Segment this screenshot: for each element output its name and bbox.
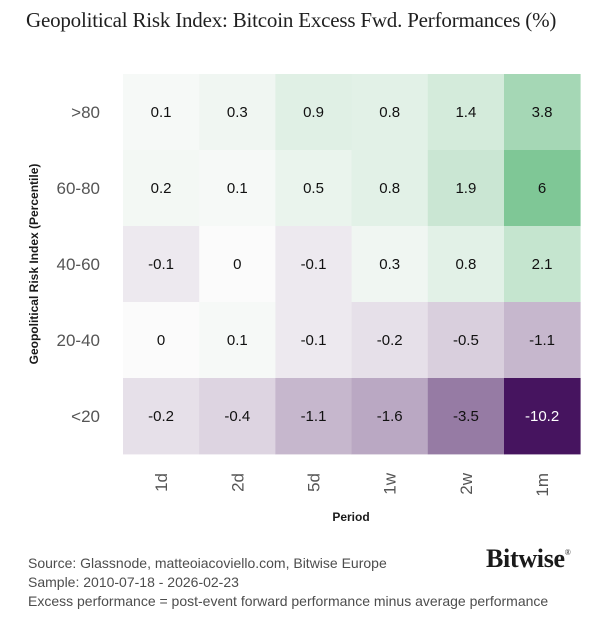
- heatmap-cell: [427, 378, 505, 455]
- excess-definition-note: Excess performance = post-event forward …: [28, 593, 549, 609]
- bitwise-logo: Bitwise®: [486, 544, 571, 574]
- heatmap-chart: 0.1 0.3 0.9 0.8 1.4 3.8 0.2 0.1 0.5 0.8 1.9 6 -0.1 0 -…: [27, 74, 581, 524]
- cell-value-label: 1.4: [455, 104, 476, 121]
- y-tick-label: <20: [71, 407, 100, 426]
- heatmap-cell: [199, 150, 276, 227]
- cell-value-label: 0.3: [227, 104, 248, 121]
- heatmap-cell: [504, 150, 581, 227]
- cell-value-label: -0.4: [224, 408, 250, 425]
- heatmap-cell: [504, 74, 581, 151]
- cell-value-label: -1.1: [301, 408, 327, 425]
- heatmap-cell-labels: 0.1 0.3 0.9 0.8 1.4 3.8 0.2 0.1 0.5 0.8 1.9 6 -0.1 0 -…: [148, 104, 559, 425]
- heatmap-cell: [123, 150, 200, 227]
- x-axis-title: Period: [332, 510, 369, 524]
- x-tick-label: 1m: [533, 473, 552, 497]
- y-tick-label: >80: [71, 103, 100, 122]
- heatmap-cell: [275, 150, 352, 227]
- y-tick-label: 20-40: [57, 331, 100, 350]
- y-axis-title: Geopolitical Risk Index (Percentile): [27, 164, 41, 365]
- brand-name: Bitwise: [486, 544, 565, 573]
- heatmap-cell: [504, 302, 581, 379]
- y-tick-label: 60-80: [57, 179, 100, 198]
- heatmap-cells: [123, 74, 581, 455]
- cell-value-label: 0.1: [227, 180, 248, 197]
- cell-value-label: 0.2: [151, 180, 172, 197]
- cell-value-label: -0.1: [148, 256, 174, 273]
- x-axis-ticks: 1d 2d 5d 1w 2w 1m: [152, 472, 552, 496]
- cell-value-label: -0.2: [148, 408, 174, 425]
- cell-value-label: 1.9: [455, 180, 476, 197]
- cell-value-label: -3.5: [453, 408, 479, 425]
- heatmap-cell: [123, 226, 200, 303]
- cell-value-label: -0.1: [301, 332, 327, 349]
- heatmap-cell: [275, 378, 352, 455]
- heatmap-cell: [504, 378, 581, 455]
- y-tick-label: 40-60: [57, 255, 100, 274]
- source-note: Source: Glassnode, matteoiacoviello.com,…: [28, 555, 387, 571]
- cell-value-label: -0.5: [453, 332, 479, 349]
- heatmap-cell: [199, 378, 276, 455]
- heatmap-cell: [199, 302, 276, 379]
- x-tick-label: 2w: [457, 472, 476, 494]
- cell-value-label: 0.1: [227, 332, 248, 349]
- cell-value-label: 0.1: [151, 104, 172, 121]
- cell-value-label: 3.8: [532, 104, 553, 121]
- x-tick-label: 5d: [305, 473, 324, 492]
- cell-value-label: 6: [538, 180, 546, 197]
- heatmap-cell: [504, 226, 581, 303]
- heatmap-cell: [427, 150, 505, 227]
- heatmap-cell: [123, 74, 200, 151]
- chart-title: Geopolitical Risk Index: Bitcoin Excess …: [26, 8, 557, 32]
- heatmap-cell: [275, 226, 352, 303]
- cell-value-label: 0.8: [455, 256, 476, 273]
- heatmap-cell: [427, 74, 505, 151]
- heatmap-cell: [351, 74, 429, 151]
- heatmap-cell: [123, 378, 200, 455]
- x-tick-label: 1w: [381, 472, 400, 494]
- cell-value-label: 0.5: [303, 180, 324, 197]
- cell-value-label: 0: [157, 332, 165, 349]
- heatmap-cell: [275, 74, 352, 151]
- heatmap-cell: [199, 226, 276, 303]
- cell-value-label: 0.8: [379, 180, 400, 197]
- heatmap-cell: [199, 74, 276, 151]
- cell-value-label: -1.1: [529, 332, 555, 349]
- heatmap-cell: [351, 378, 429, 455]
- cell-value-label: -0.1: [301, 256, 327, 273]
- cell-value-label: 2.1: [532, 256, 553, 273]
- heatmap-cell: [123, 302, 200, 379]
- heatmap-cell: [427, 226, 505, 303]
- brand-registered-mark: ®: [564, 548, 571, 557]
- cell-value-label: -0.2: [377, 332, 403, 349]
- cell-value-label: 0.9: [303, 104, 324, 121]
- heatmap-cell: [351, 150, 429, 227]
- cell-value-label: 0.3: [379, 256, 400, 273]
- heatmap-cell: [275, 302, 352, 379]
- cell-value-label: 0.8: [379, 104, 400, 121]
- y-axis-ticks: >80 60-80 40-60 20-40 <20: [57, 103, 100, 426]
- heatmap-cell: [427, 302, 505, 379]
- cell-value-label: -1.6: [377, 408, 403, 425]
- cell-value-label: -10.2: [525, 408, 559, 425]
- x-tick-label: 1d: [152, 473, 171, 492]
- cell-value-label: 0: [233, 256, 241, 273]
- sample-note: Sample: 2010-07-18 - 2026-02-23: [28, 574, 239, 590]
- heatmap-cell: [351, 302, 429, 379]
- heatmap-cell: [351, 226, 429, 303]
- x-tick-label: 2d: [228, 473, 247, 492]
